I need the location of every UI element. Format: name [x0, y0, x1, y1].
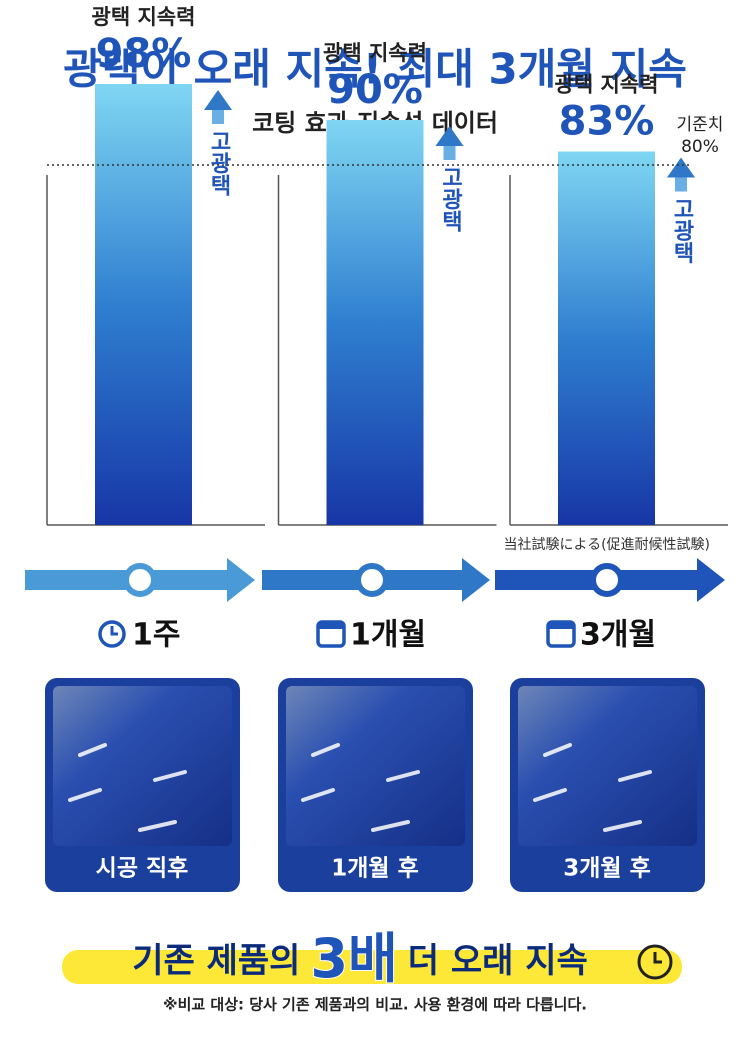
reflection: [301, 788, 335, 802]
timeline-label: 1개월: [350, 618, 426, 653]
reflection: [68, 788, 102, 802]
bar: [326, 120, 424, 525]
arrow-shaft: [443, 146, 456, 160]
car-photo: [286, 686, 465, 846]
reflection: [138, 820, 177, 832]
reflection: [618, 770, 652, 782]
timeline-label: 3개월: [580, 618, 656, 653]
reflection: [78, 743, 107, 757]
value-label: 90%: [327, 67, 423, 113]
reference-label: 기준치: [677, 115, 724, 135]
arrow-shaft: [675, 177, 687, 192]
reflection: [311, 743, 340, 757]
timeline-node: [123, 563, 157, 597]
clock-hands: [110, 626, 118, 636]
photo-caption: 시공 직후: [96, 856, 189, 882]
timeline-label: 1주: [132, 618, 180, 653]
reflection: [533, 788, 567, 802]
calendar-top: [548, 622, 574, 629]
category-label: 광택 지속력: [92, 5, 196, 29]
headline: 기존 제품의 3배 더 오래 지속: [132, 927, 588, 990]
value-label: 83%: [559, 99, 655, 145]
car-photo: [518, 686, 697, 846]
clock-icon: [98, 620, 126, 648]
bar: [95, 84, 192, 525]
reflection: [603, 820, 642, 832]
reflection: [153, 770, 187, 782]
headline-emphasis: 3배: [310, 927, 397, 990]
value-label: 98%: [96, 31, 192, 77]
timeline-node: [590, 563, 624, 597]
reflection: [386, 770, 420, 782]
reference-value: 80%: [681, 137, 719, 157]
category-label: 광택 지속력: [555, 73, 659, 97]
reflection: [543, 743, 572, 757]
arrow-head: [667, 157, 695, 178]
source-note: 当社試験による(促進耐候性試験): [503, 537, 710, 553]
stopwatch-hand: [653, 952, 662, 964]
headline-before: 기존 제품의: [132, 941, 300, 981]
calendar-top: [318, 622, 344, 629]
arrow-head: [204, 90, 232, 110]
reflection: [371, 820, 410, 832]
category-label: 광택 지속력: [323, 41, 427, 65]
arrow-label: 고광택: [669, 198, 694, 264]
footnote: ※비교 대상: 당사 기존 제품과의 비교. 사용 환경에 따라 다릅니다.: [163, 996, 587, 1014]
photo-caption: 3개월 후: [563, 856, 651, 882]
arrow-head: [435, 126, 464, 146]
arrow-shaft: [212, 110, 224, 124]
timeline-node: [355, 563, 389, 597]
photo-caption: 1개월 후: [331, 856, 419, 882]
arrow-label: 고광택: [438, 166, 463, 232]
car-photo: [53, 686, 232, 846]
bar: [558, 151, 655, 525]
arrow-label: 고광택: [206, 130, 231, 196]
headline-after: 더 오래 지속: [408, 941, 588, 981]
highlight: [62, 950, 682, 984]
